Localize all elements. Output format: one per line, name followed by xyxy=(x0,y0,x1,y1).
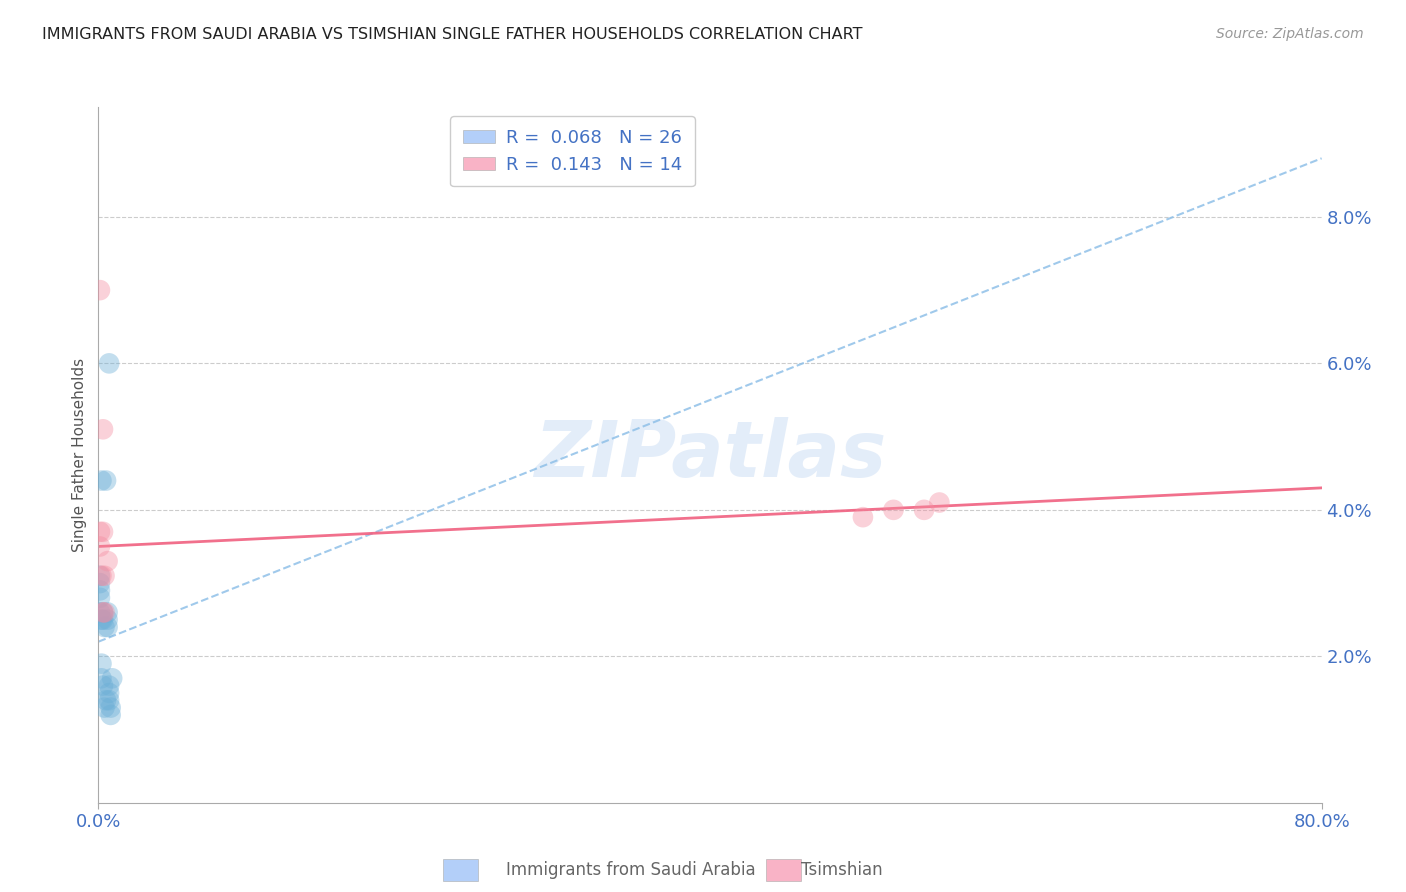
Point xyxy=(89,524,111,539)
Point xyxy=(93,568,115,582)
Point xyxy=(98,686,121,700)
Point xyxy=(97,613,120,627)
Point xyxy=(90,613,112,627)
Point xyxy=(90,671,112,685)
Text: Tsimshian: Tsimshian xyxy=(801,861,883,879)
Point xyxy=(91,524,114,539)
Point xyxy=(93,700,115,714)
Point xyxy=(89,568,111,582)
Point xyxy=(100,707,122,722)
Point xyxy=(883,503,905,517)
Point xyxy=(98,356,121,370)
Point xyxy=(89,540,111,554)
Point xyxy=(97,620,120,634)
Point xyxy=(101,671,124,685)
Text: ZIPatlas: ZIPatlas xyxy=(534,417,886,493)
Point xyxy=(90,657,112,671)
Point xyxy=(93,620,115,634)
Point xyxy=(91,679,114,693)
Point xyxy=(89,591,111,605)
Point xyxy=(94,474,117,488)
Point xyxy=(93,606,115,620)
Point xyxy=(928,495,950,509)
Point xyxy=(91,606,114,620)
Point xyxy=(90,474,112,488)
Point xyxy=(91,613,114,627)
Point xyxy=(90,568,112,582)
Point xyxy=(89,283,111,297)
Legend: R =  0.068   N = 26, R =  0.143   N = 14: R = 0.068 N = 26, R = 0.143 N = 14 xyxy=(450,116,695,186)
Text: Source: ZipAtlas.com: Source: ZipAtlas.com xyxy=(1216,27,1364,41)
Point xyxy=(91,422,114,436)
Point xyxy=(97,554,120,568)
Point xyxy=(89,606,111,620)
Text: Immigrants from Saudi Arabia: Immigrants from Saudi Arabia xyxy=(506,861,756,879)
Point xyxy=(89,576,111,591)
Point xyxy=(98,693,121,707)
Y-axis label: Single Father Households: Single Father Households xyxy=(72,358,87,552)
Text: IMMIGRANTS FROM SAUDI ARABIA VS TSIMSHIAN SINGLE FATHER HOUSEHOLDS CORRELATION C: IMMIGRANTS FROM SAUDI ARABIA VS TSIMSHIA… xyxy=(42,27,863,42)
Point xyxy=(852,510,875,524)
Point xyxy=(98,679,121,693)
Point xyxy=(94,693,117,707)
Point xyxy=(97,606,120,620)
Point xyxy=(89,583,111,598)
Point xyxy=(912,503,935,517)
Point xyxy=(100,700,122,714)
Point xyxy=(91,606,114,620)
